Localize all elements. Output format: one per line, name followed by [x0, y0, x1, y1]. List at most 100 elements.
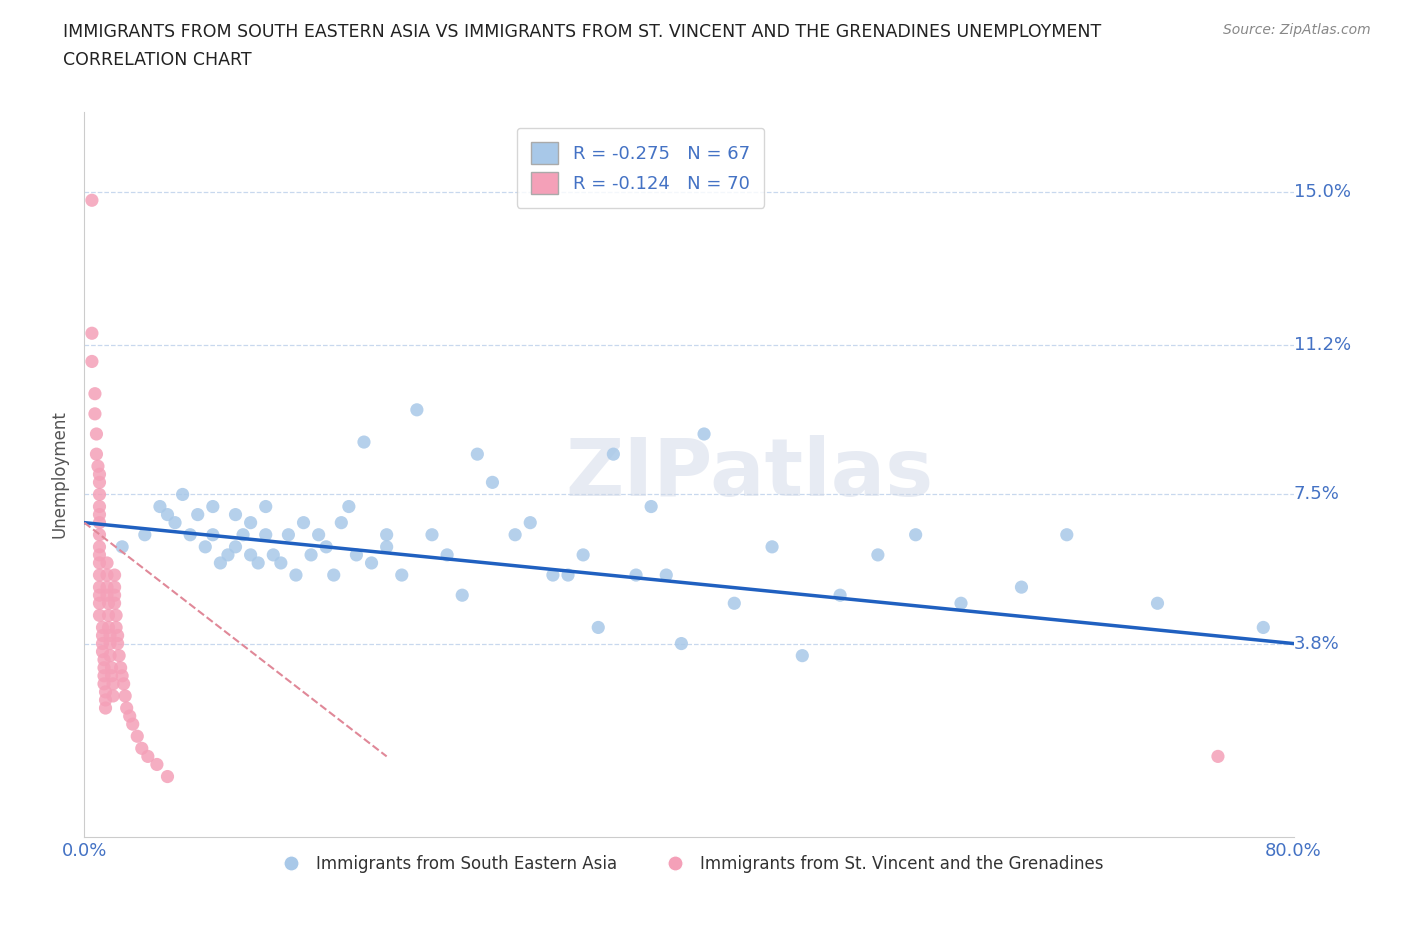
Point — [118, 709, 141, 724]
Point — [89, 527, 111, 542]
Point — [89, 608, 111, 623]
Point — [436, 548, 458, 563]
Point — [121, 717, 143, 732]
Point — [91, 628, 114, 643]
Text: Source: ZipAtlas.com: Source: ZipAtlas.com — [1223, 23, 1371, 37]
Point — [134, 527, 156, 542]
Point — [1146, 596, 1168, 611]
Point — [108, 648, 131, 663]
Point — [91, 620, 114, 635]
Point — [94, 700, 117, 715]
Point — [322, 567, 344, 582]
Point — [101, 688, 124, 703]
Point — [904, 527, 927, 542]
Point — [98, 636, 121, 651]
Point — [80, 354, 103, 369]
Point — [406, 403, 429, 418]
Point — [86, 446, 108, 461]
Point — [89, 515, 111, 530]
Point — [792, 648, 814, 663]
Point — [172, 487, 194, 502]
Point — [89, 548, 111, 563]
Point — [89, 467, 111, 482]
Point — [239, 515, 262, 530]
Point — [89, 567, 111, 582]
Point — [84, 386, 107, 401]
Point — [375, 527, 398, 542]
Legend: Immigrants from South Eastern Asia, Immigrants from St. Vincent and the Grenadin: Immigrants from South Eastern Asia, Immi… — [267, 848, 1111, 880]
Point — [723, 596, 745, 611]
Point — [1056, 527, 1078, 542]
Point — [87, 458, 110, 473]
Point — [131, 741, 153, 756]
Point — [541, 567, 564, 582]
Point — [194, 539, 217, 554]
Point — [640, 499, 662, 514]
Point — [93, 660, 115, 675]
Point — [277, 527, 299, 542]
Point — [360, 555, 382, 570]
Point — [217, 548, 239, 563]
Point — [346, 548, 368, 563]
Point — [104, 567, 127, 582]
Point — [391, 567, 413, 582]
Point — [96, 555, 118, 570]
Point — [467, 446, 489, 461]
Point — [262, 548, 284, 563]
Point — [91, 644, 114, 659]
Point — [91, 636, 114, 651]
Point — [588, 620, 610, 635]
Point — [420, 527, 443, 542]
Point — [330, 515, 353, 530]
Point — [866, 548, 889, 563]
Point — [96, 579, 118, 594]
Point — [80, 326, 103, 340]
Point — [503, 527, 526, 542]
Point — [187, 507, 209, 522]
Point — [89, 499, 111, 514]
Point — [337, 499, 360, 514]
Point — [89, 507, 111, 522]
Point — [655, 567, 678, 582]
Point — [94, 684, 117, 699]
Point — [105, 620, 128, 635]
Point — [247, 555, 270, 570]
Point — [97, 608, 120, 623]
Text: 3.8%: 3.8% — [1294, 634, 1340, 653]
Point — [624, 567, 647, 582]
Point — [572, 548, 595, 563]
Point — [86, 427, 108, 442]
Point — [89, 555, 111, 570]
Point — [254, 499, 277, 514]
Point — [254, 527, 277, 542]
Point — [693, 427, 716, 442]
Point — [292, 515, 315, 530]
Point — [232, 527, 254, 542]
Point — [557, 567, 579, 582]
Point — [93, 652, 115, 667]
Point — [112, 676, 135, 691]
Point — [308, 527, 330, 542]
Point — [225, 539, 247, 554]
Point — [315, 539, 337, 554]
Point — [101, 676, 124, 691]
Point — [299, 548, 322, 563]
Point — [93, 669, 115, 684]
Point — [1253, 620, 1275, 635]
Point — [97, 596, 120, 611]
Point — [285, 567, 308, 582]
Point — [96, 588, 118, 603]
Point — [156, 769, 179, 784]
Point — [671, 636, 693, 651]
Point — [89, 539, 111, 554]
Point — [111, 539, 134, 554]
Point — [519, 515, 541, 530]
Point — [451, 588, 474, 603]
Point — [136, 749, 159, 764]
Y-axis label: Unemployment: Unemployment — [51, 410, 69, 538]
Point — [104, 579, 127, 594]
Text: ZIPatlas: ZIPatlas — [565, 435, 934, 513]
Point — [209, 555, 232, 570]
Point — [353, 434, 375, 449]
Point — [111, 669, 134, 684]
